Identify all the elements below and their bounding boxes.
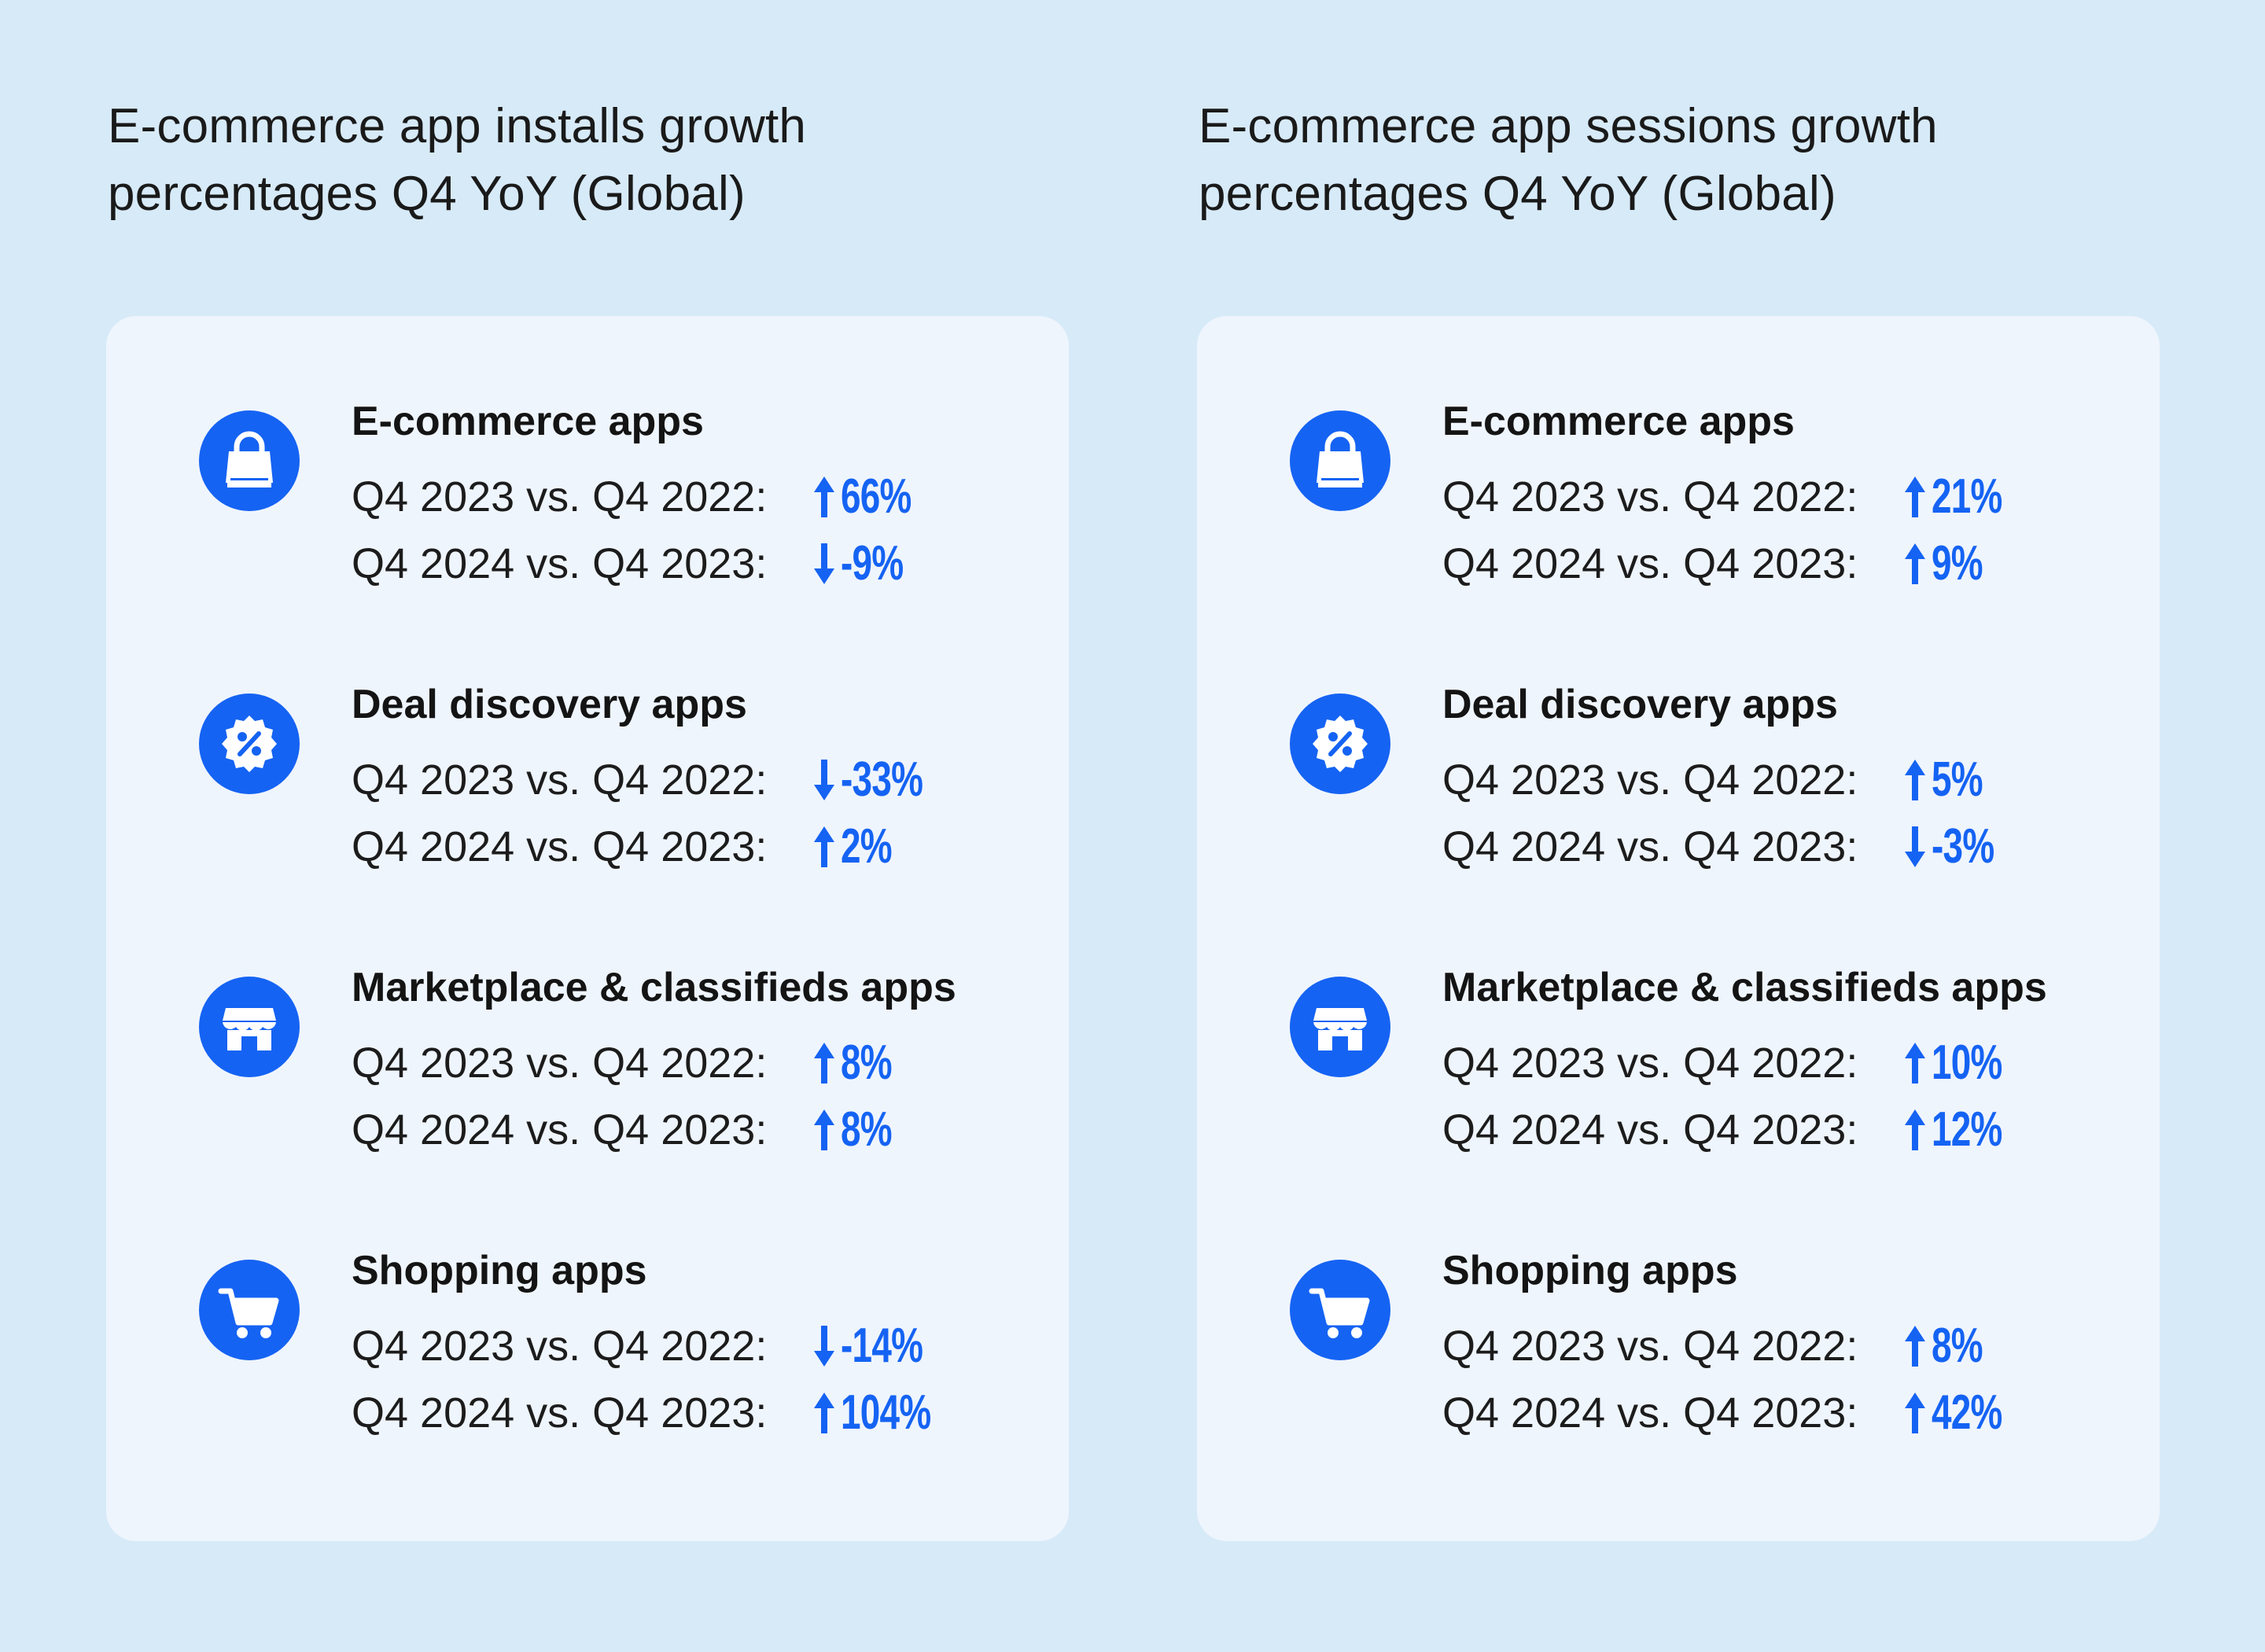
growth-percent: -33% <box>841 752 923 807</box>
growth-percent: 8% <box>841 1102 893 1157</box>
arrow-up-icon <box>812 825 841 869</box>
growth-value: 42% <box>1903 1382 2027 1444</box>
arrow-down-icon <box>1903 825 1932 869</box>
category-block: Shopping apps Q4 2023 vs. Q4 2022: -14% Q4 … <box>106 1165 1069 1440</box>
arrow-up-icon <box>1903 758 1932 802</box>
category-block: E-commerce apps Q4 2023 vs. Q4 2022: 66% Q4… <box>106 316 1069 591</box>
growth-value: 2% <box>812 815 910 878</box>
growth-value: 10% <box>1903 1032 2027 1095</box>
category-block: Shopping apps Q4 2023 vs. Q4 2022: 8% Q4 20… <box>1197 1165 2160 1440</box>
comparison-label: Q4 2023 vs. Q4 2022: <box>352 473 768 521</box>
comparison-label: Q4 2023 vs. Q4 2022: <box>352 756 768 804</box>
category-name: Marketplace & classifieds apps <box>352 965 956 1010</box>
arrow-up-icon <box>812 1041 841 1085</box>
growth-value: -9% <box>812 532 925 595</box>
growth-percent: 10% <box>1932 1036 2002 1090</box>
installs-title: E-commerce app installs growth percentag… <box>108 99 807 221</box>
comparison-label: Q4 2024 vs. Q4 2023: <box>352 540 768 587</box>
category-block: Marketplace & classifieds apps Q4 2023 vs… <box>1197 882 2160 1157</box>
shopping-bag-icon <box>199 410 300 511</box>
discount-badge-icon <box>1290 694 1390 794</box>
growth-value: 8% <box>812 1032 910 1095</box>
comparison-label: Q4 2023 vs. Q4 2022: <box>352 1323 768 1370</box>
sessions-title: E-commerce app sessions growth percentag… <box>1199 99 1938 221</box>
discount-badge-icon <box>199 694 300 794</box>
growth-percent: -9% <box>841 536 904 591</box>
growth-percent: 8% <box>1932 1319 1983 1373</box>
arrow-up-icon <box>812 1391 841 1435</box>
comparison-label: Q4 2023 vs. Q4 2022: <box>1442 1039 1858 1087</box>
arrow-up-icon <box>1903 475 1932 519</box>
growth-percent: 12% <box>1932 1102 2002 1157</box>
shopping-cart-icon <box>1290 1260 1390 1360</box>
growth-percent: 9% <box>1932 536 1983 591</box>
comparison-label: Q4 2023 vs. Q4 2022: <box>352 1039 768 1087</box>
arrow-up-icon <box>1903 1041 1932 1085</box>
comparison-label: Q4 2024 vs. Q4 2023: <box>352 1389 768 1437</box>
growth-value: 104% <box>812 1382 963 1444</box>
installs-card: E-commerce apps Q4 2023 vs. Q4 2022: 66% Q4… <box>106 316 1069 1541</box>
category-name: E-commerce apps <box>1442 399 1795 444</box>
growth-value: 5% <box>1903 749 2001 811</box>
sessions-card: E-commerce apps Q4 2023 vs. Q4 2022: 21% Q4… <box>1197 316 2160 1541</box>
comparison-label: Q4 2024 vs. Q4 2023: <box>1442 1389 1858 1437</box>
arrow-down-icon <box>812 758 841 802</box>
growth-value: 21% <box>1903 465 2027 528</box>
arrow-down-icon <box>812 1324 841 1368</box>
comparison-label: Q4 2023 vs. Q4 2022: <box>1442 473 1858 521</box>
comparison-label: Q4 2023 vs. Q4 2022: <box>1442 1323 1858 1370</box>
arrow-down-icon <box>812 542 841 586</box>
category-name: Marketplace & classifieds apps <box>1442 965 2047 1010</box>
shopping-cart-icon <box>199 1260 300 1360</box>
growth-value: 8% <box>812 1098 910 1161</box>
growth-percent: 104% <box>841 1385 931 1440</box>
arrow-up-icon <box>1903 1391 1932 1435</box>
category-name: Deal discovery apps <box>1442 682 1838 727</box>
arrow-up-icon <box>1903 542 1932 586</box>
arrow-up-icon <box>1903 1108 1932 1152</box>
comparison-label: Q4 2024 vs. Q4 2023: <box>1442 1106 1858 1153</box>
growth-value: 9% <box>1903 532 2001 595</box>
category-block: Deal discovery apps Q4 2023 vs. Q4 2022: -… <box>106 599 1069 874</box>
category-block: Deal discovery apps Q4 2023 vs. Q4 2022: 5… <box>1197 599 2160 874</box>
category-block: E-commerce apps Q4 2023 vs. Q4 2022: 21% Q4… <box>1197 316 2160 591</box>
comparison-label: Q4 2024 vs. Q4 2023: <box>352 823 768 870</box>
growth-percent: 42% <box>1932 1385 2002 1440</box>
growth-percent: 8% <box>841 1036 893 1090</box>
growth-percent: 66% <box>841 469 912 524</box>
growth-value: 8% <box>1903 1315 2001 1378</box>
category-name: E-commerce apps <box>352 399 704 444</box>
storefront-icon <box>1290 977 1390 1077</box>
growth-percent: 5% <box>1932 752 1983 807</box>
growth-percent: 2% <box>841 819 893 874</box>
growth-percent: -14% <box>841 1319 923 1373</box>
arrow-up-icon <box>812 475 841 519</box>
growth-value: 66% <box>812 465 936 528</box>
growth-percent: 21% <box>1932 469 2002 524</box>
category-block: Marketplace & classifieds apps Q4 2023 vs… <box>106 882 1069 1157</box>
arrow-up-icon <box>812 1108 841 1152</box>
growth-value: -3% <box>1903 815 2016 878</box>
category-name: Shopping apps <box>1442 1248 1738 1293</box>
category-name: Shopping apps <box>352 1248 647 1293</box>
growth-value: 12% <box>1903 1098 2027 1161</box>
comparison-label: Q4 2024 vs. Q4 2023: <box>352 1106 768 1153</box>
shopping-bag-icon <box>1290 410 1390 511</box>
growth-value: -14% <box>812 1315 952 1378</box>
storefront-icon <box>199 977 300 1077</box>
comparison-label: Q4 2023 vs. Q4 2022: <box>1442 756 1858 804</box>
comparison-label: Q4 2024 vs. Q4 2023: <box>1442 823 1858 870</box>
category-name: Deal discovery apps <box>352 682 747 727</box>
growth-value: -33% <box>812 749 952 811</box>
comparison-label: Q4 2024 vs. Q4 2023: <box>1442 540 1858 587</box>
growth-percent: -3% <box>1932 819 1994 874</box>
arrow-up-icon <box>1903 1324 1932 1368</box>
